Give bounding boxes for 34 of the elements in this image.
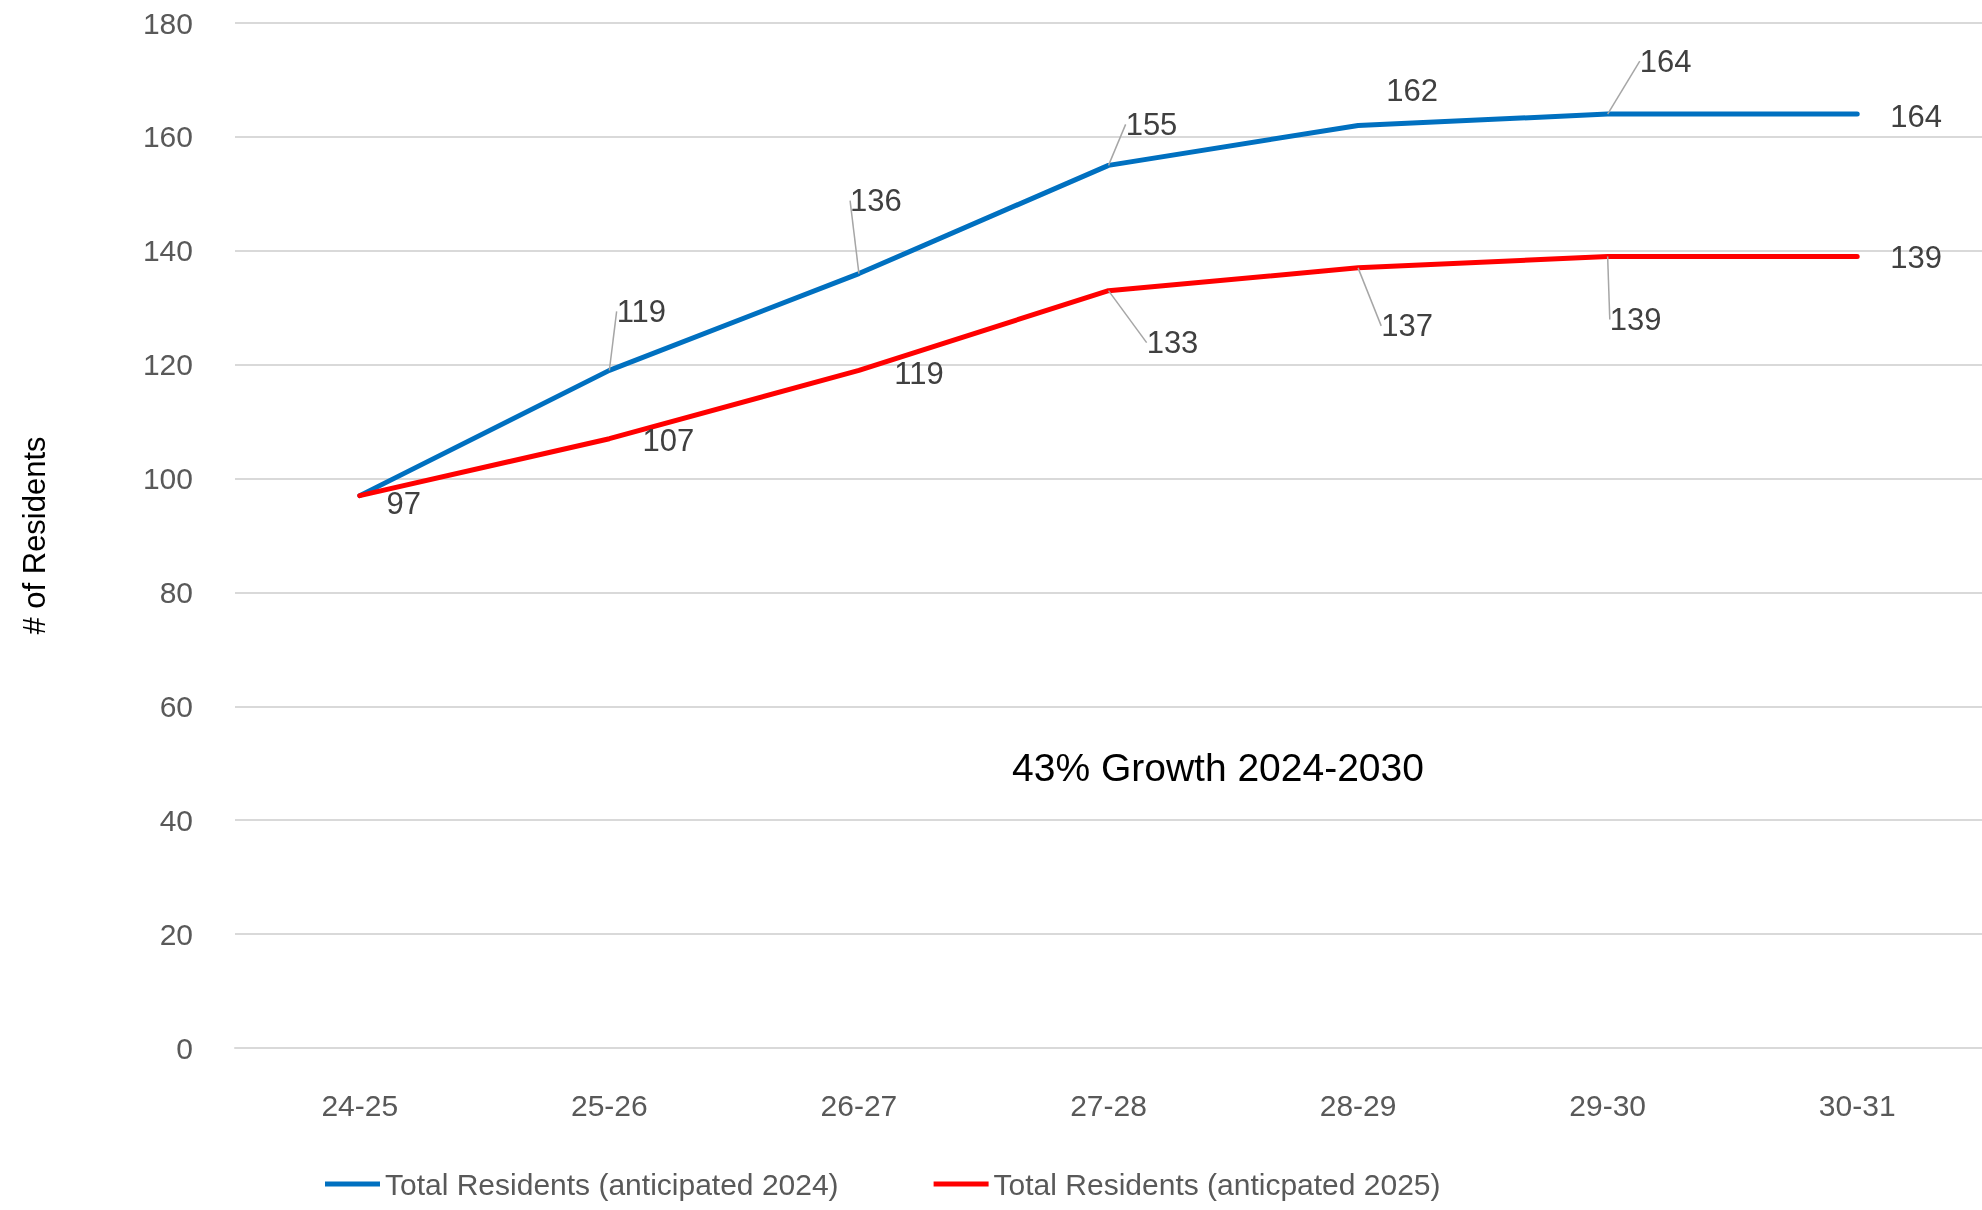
x-tick-label: 30-31 bbox=[1818, 1088, 1896, 1122]
data-label: 139 bbox=[1890, 239, 1943, 275]
x-tick-label: 29-30 bbox=[1569, 1088, 1647, 1122]
y-tick-label: 160 bbox=[142, 120, 193, 154]
y-tick-label: 60 bbox=[159, 689, 193, 723]
data-label: 119 bbox=[894, 355, 944, 391]
data-label: 107 bbox=[642, 423, 695, 459]
y-tick-label: 80 bbox=[159, 575, 193, 609]
legend-label: Total Residents (anticipated 2024) bbox=[385, 1167, 839, 1201]
data-label: 162 bbox=[1386, 73, 1438, 108]
y-tick-label: 20 bbox=[159, 917, 193, 951]
data-label: 136 bbox=[850, 183, 902, 219]
x-tick-label: 28-29 bbox=[1319, 1088, 1397, 1122]
x-tick-label: 25-26 bbox=[570, 1088, 648, 1122]
data-label: 137 bbox=[1381, 308, 1433, 344]
data-label: 164 bbox=[1890, 98, 1943, 134]
x-tick-label: 27-28 bbox=[1070, 1088, 1147, 1122]
legend-label: Total Residents (anticpated 2025) bbox=[993, 1167, 1441, 1201]
y-axis-title: # of Residents bbox=[17, 436, 52, 635]
y-tick-label: 0 bbox=[176, 1031, 193, 1065]
y-tick-label: 120 bbox=[142, 348, 193, 382]
y-tick-label: 140 bbox=[142, 234, 193, 268]
x-tick-label: 26-27 bbox=[820, 1088, 898, 1122]
annotation: 43% Growth 2024-2030 bbox=[1012, 746, 1424, 789]
data-label: 119 bbox=[616, 293, 667, 329]
y-tick-label: 100 bbox=[142, 462, 193, 496]
y-tick-label: 180 bbox=[142, 6, 193, 40]
data-label: 133 bbox=[1146, 325, 1199, 361]
data-label: 155 bbox=[1125, 106, 1178, 142]
x-tick-label: 24-25 bbox=[321, 1088, 399, 1122]
y-tick-label: 40 bbox=[159, 803, 193, 837]
data-label: 164 bbox=[1639, 43, 1692, 79]
data-label: 139 bbox=[1609, 301, 1662, 337]
data-label: 97 bbox=[386, 486, 422, 522]
